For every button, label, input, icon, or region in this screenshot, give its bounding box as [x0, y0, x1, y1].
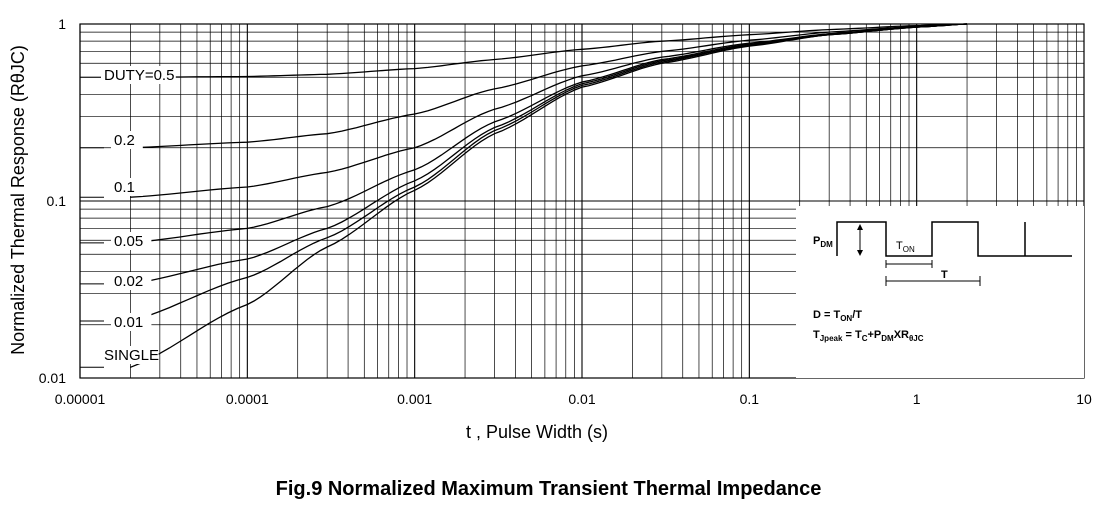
y-tick-label: 1	[58, 16, 66, 32]
pulse-inset: PDM TON T D = TON/T TJpeak = TC+PDMXRθJC	[796, 206, 1084, 378]
curves-group	[80, 23, 968, 368]
curve-label-background	[111, 178, 143, 196]
pdm-arrow-head-bottom	[857, 250, 863, 256]
x-tick-label: 0.00001	[55, 391, 106, 407]
pulse-waveform	[836, 221, 1072, 257]
curve-single	[130, 23, 968, 368]
curve-duty-0-5	[130, 23, 968, 78]
ton-label: TON	[896, 240, 915, 254]
curve-label: 0.05	[114, 233, 143, 250]
figure-caption: Fig.9 Normalized Maximum Transient Therm…	[275, 478, 822, 500]
thermal-impedance-chart: DUTY=0.5 0.2 0.1 0.05 0.02 0.01 SINGLE 0.00001…	[8, 16, 1092, 442]
curve-0-1	[130, 23, 968, 198]
curve-label-background	[101, 346, 159, 364]
y-axis-label: Normalized Thermal Response (RθJC)	[8, 45, 28, 355]
pdm-arrow-head-top	[857, 224, 863, 230]
pdm-label: PDM	[813, 235, 833, 249]
curve-label: 0.1	[114, 179, 135, 196]
x-tick-label: 0.0001	[226, 391, 269, 407]
y-tick-label: 0.01	[39, 370, 66, 386]
x-tick-label: 1	[913, 391, 921, 407]
curve-label-background	[111, 313, 152, 331]
curve-label-background	[111, 232, 152, 250]
tjpeak-formula: TJpeak = TC+PDMXRθJC	[813, 329, 924, 343]
curve-label: 0.2	[114, 132, 135, 149]
curve-label-background	[101, 66, 176, 84]
curve-label-background	[111, 272, 152, 290]
duty-formula: D = TON/T	[813, 309, 862, 323]
y-tick-label: 0.1	[47, 193, 67, 209]
curve-label: SINGLE	[104, 347, 159, 364]
x-tick-label: 10	[1076, 391, 1092, 407]
x-axis-label: t , Pulse Width (s)	[466, 422, 608, 442]
x-tick-label: 0.01	[568, 391, 595, 407]
plot-frame	[79, 23, 1085, 379]
curve-label: DUTY=0.5	[104, 67, 174, 84]
x-tick-labels: 0.00001 0.0001 0.001 0.01 0.1 1 10	[55, 391, 1092, 407]
curve-label: 0.01	[114, 314, 143, 331]
curve-label: 0.02	[114, 273, 143, 290]
curve-0-2	[130, 23, 968, 149]
y-tick-labels: 1 0.1 0.01	[39, 16, 66, 386]
curve-labels-group: DUTY=0.5 0.2 0.1 0.05 0.02 0.01 SINGLE	[101, 66, 176, 364]
inset-background	[796, 206, 1084, 378]
period-label: T	[941, 269, 948, 281]
x-tick-label: 0.001	[397, 391, 432, 407]
curve-label-background	[111, 131, 143, 149]
x-tick-label: 0.1	[740, 391, 760, 407]
